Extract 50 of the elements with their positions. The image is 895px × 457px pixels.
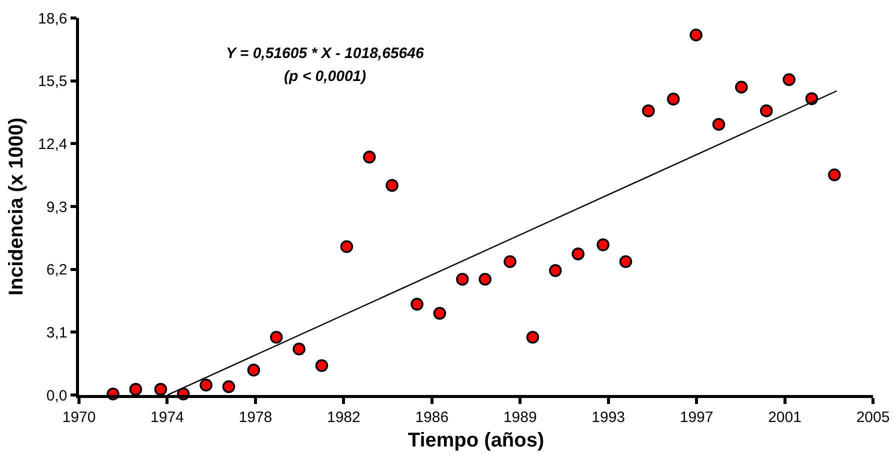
point [222,380,236,394]
annotation: Y = 0,51605 * X - 1018,65646 [226,45,424,62]
x-tick-label: 1986 [415,408,449,426]
point [526,330,540,344]
point [572,248,584,260]
point [340,240,354,254]
point [292,342,306,356]
point [828,168,841,182]
point [315,359,328,372]
y-tick-label: 3,1 [46,324,68,342]
point [666,92,680,106]
x-tick-label: 1993 [592,408,626,426]
x-tick-label: 1997 [680,408,714,426]
point [456,272,469,286]
y-tick-label: 0,0 [46,387,68,404]
point [478,272,492,286]
point [596,238,610,252]
point [410,298,424,311]
y-tick-label: 12,4 [38,136,68,153]
x-tick-label: 1974 [150,408,184,426]
point [619,255,632,268]
y-tick-label: 15,5 [38,73,68,90]
point [735,80,748,94]
x-axis-title: Tiempo (años) [408,429,544,452]
x-tick-label: 1978 [238,408,272,426]
point [129,382,142,396]
point [154,382,168,396]
point [247,364,260,376]
point [642,104,655,118]
point [386,179,398,192]
x-tick-label: 1989 [503,408,537,426]
y-tick-label: 9,3 [46,198,68,216]
x-tick-label: 1970 [62,408,96,426]
point [760,104,773,118]
point [362,150,376,164]
x-tick-label: 1982 [326,408,360,426]
point [712,118,726,131]
point [200,378,212,392]
point [270,330,283,344]
point [690,28,702,42]
point [504,255,516,268]
x-tick-label: 2001 [768,408,802,426]
point [782,73,796,86]
point [549,264,562,277]
y-tick-label: 6,2 [46,262,68,279]
x-tick-label: 2005 [856,408,890,426]
y-axis-title: Incidencia (x 1000) [6,118,28,296]
point [433,306,446,320]
y-tick-label: 18,6 [38,10,68,28]
annotation: (p < 0,0001) [284,68,366,85]
